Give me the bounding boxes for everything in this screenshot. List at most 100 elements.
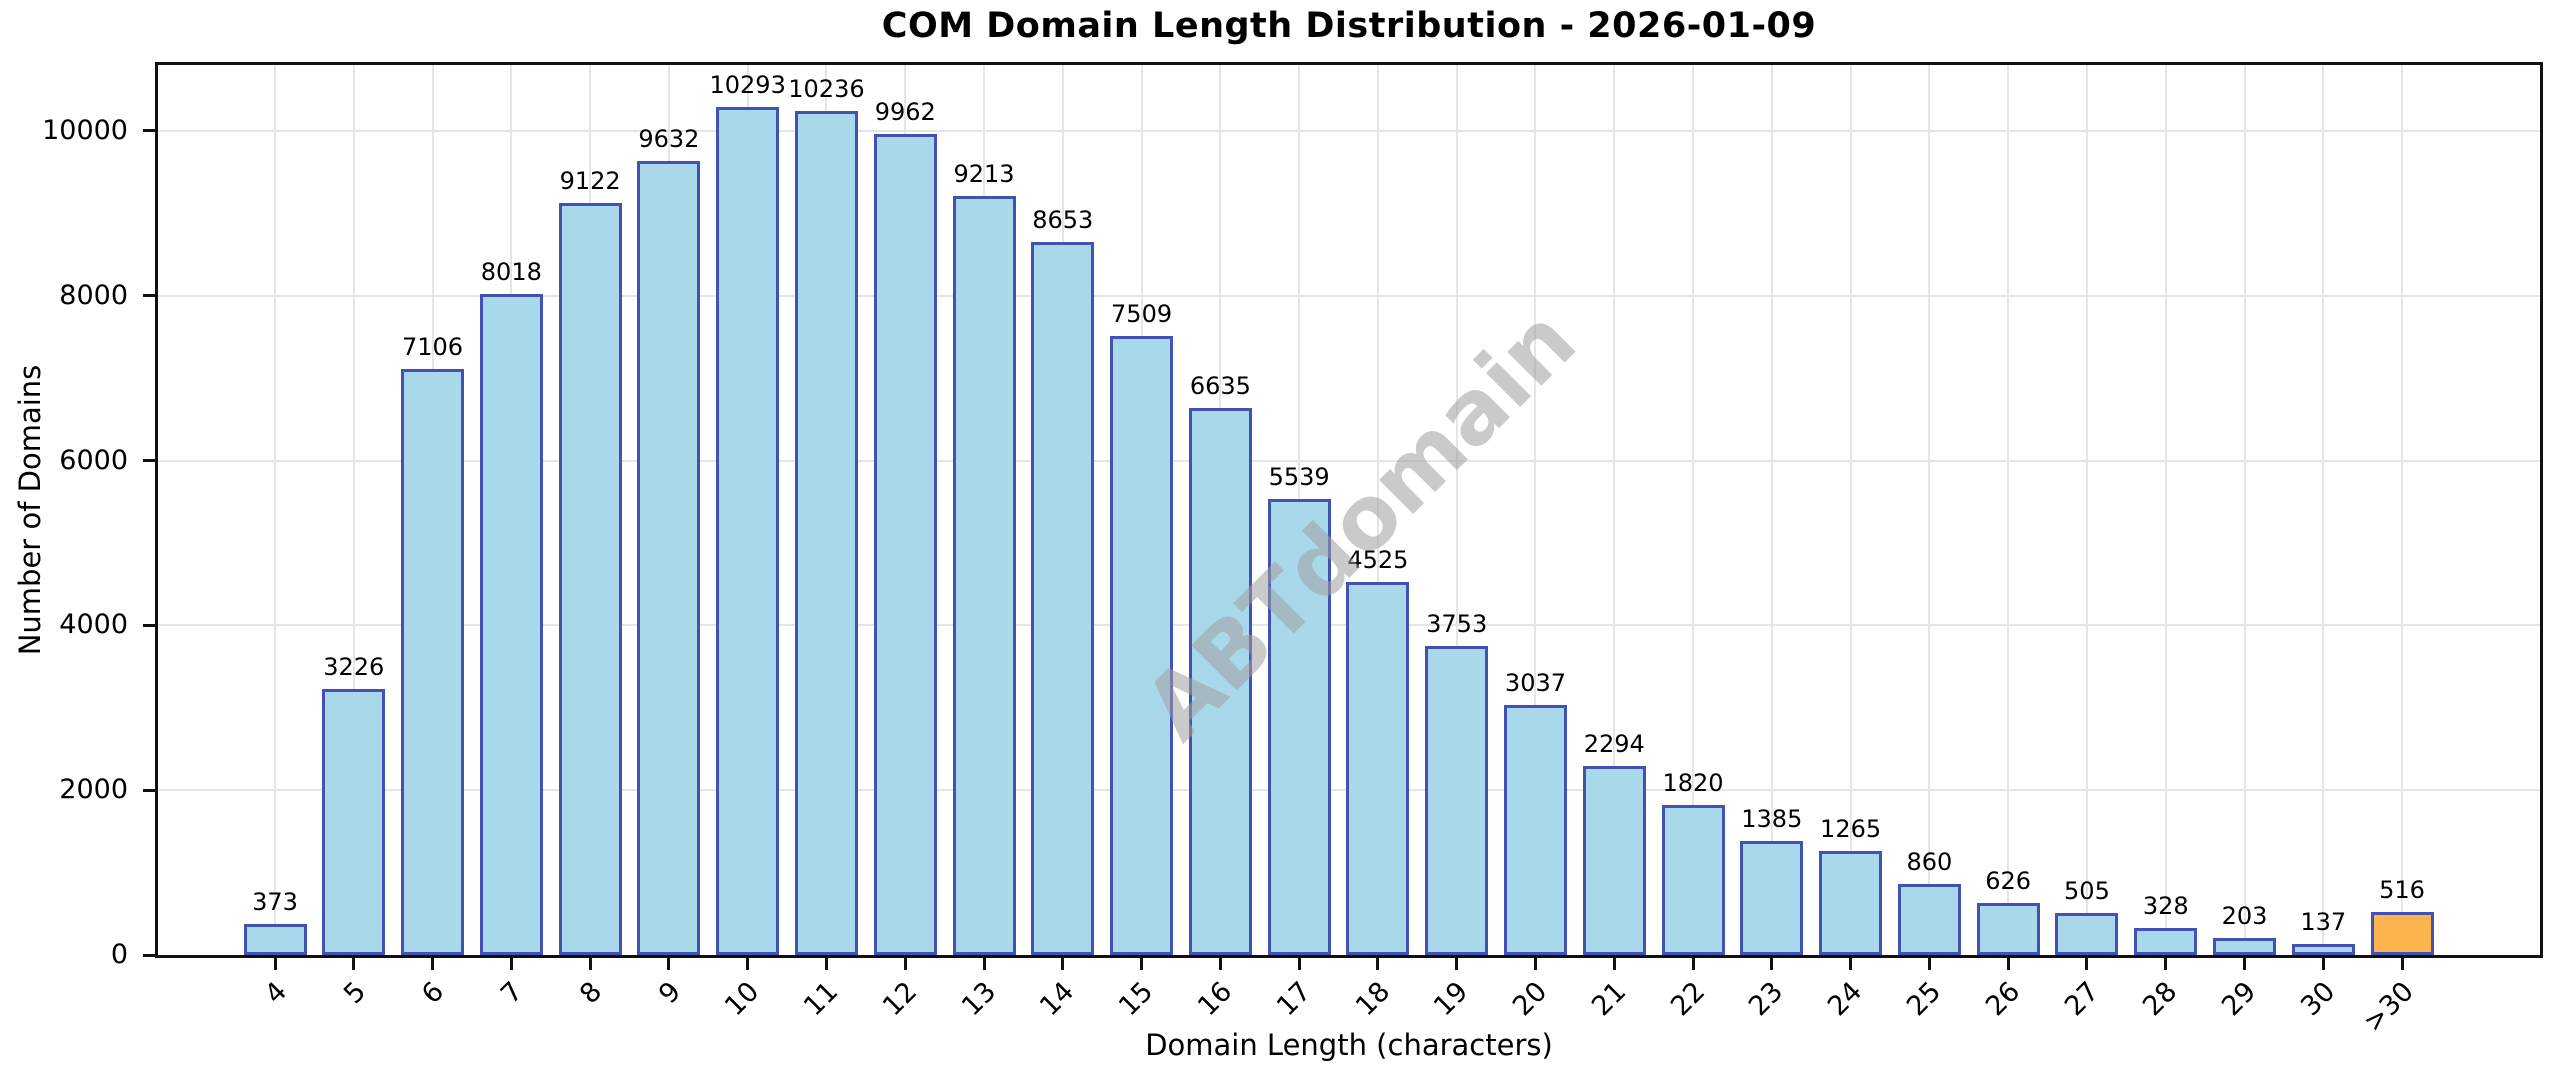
x-tick bbox=[1218, 958, 1222, 970]
bar bbox=[322, 689, 386, 955]
bar-value-label: 10293 bbox=[709, 70, 786, 99]
bar-value-label: 2294 bbox=[1583, 729, 1645, 758]
bar bbox=[637, 161, 701, 955]
bar-value-label: 516 bbox=[2379, 876, 2425, 905]
x-tick-label: 17 bbox=[1270, 976, 1318, 1023]
x-tick-label: 8 bbox=[573, 976, 609, 1011]
bar-value-label: 1265 bbox=[1820, 814, 1882, 843]
x-tick bbox=[431, 958, 435, 970]
bar-value-label: 860 bbox=[1906, 848, 1953, 877]
bar bbox=[2213, 938, 2276, 955]
x-tick bbox=[1455, 958, 1459, 970]
x-tick-label: 28 bbox=[2137, 976, 2184, 1023]
y-tick bbox=[143, 294, 155, 298]
gridline-vertical bbox=[1928, 65, 1931, 955]
bar-value-label: 5539 bbox=[1268, 462, 1330, 491]
bar-value-label: 373 bbox=[252, 888, 298, 917]
bar-value-label: 203 bbox=[2221, 902, 2268, 931]
x-tick-label: 16 bbox=[1192, 976, 1239, 1023]
gridline-vertical bbox=[2401, 65, 2404, 955]
x-tick bbox=[1533, 958, 1537, 970]
y-tick-label: 6000 bbox=[59, 444, 128, 476]
bar bbox=[243, 924, 307, 955]
bar bbox=[1110, 336, 1174, 955]
bar bbox=[1897, 884, 1961, 955]
bar-value-label: 137 bbox=[2300, 907, 2347, 936]
bar-value-label: 6635 bbox=[1189, 372, 1251, 401]
bar-value-label: 1385 bbox=[1741, 804, 1803, 833]
x-tick-label: 21 bbox=[1585, 976, 1633, 1023]
bar bbox=[1346, 582, 1410, 955]
x-tick bbox=[1691, 958, 1695, 970]
x-tick bbox=[1140, 958, 1144, 970]
bar-value-label: 8018 bbox=[480, 258, 542, 287]
bar bbox=[401, 369, 465, 955]
x-tick bbox=[2321, 958, 2325, 970]
gridline-vertical bbox=[274, 65, 276, 955]
gridline-vertical bbox=[2085, 65, 2088, 955]
gridline-horizontal bbox=[158, 129, 2540, 132]
bar bbox=[2370, 912, 2434, 955]
bar bbox=[716, 106, 780, 955]
x-tick bbox=[1061, 958, 1065, 970]
x-tick-label: 15 bbox=[1113, 976, 1160, 1023]
bar bbox=[1425, 645, 1489, 955]
y-tick bbox=[143, 788, 155, 792]
bar-value-label: 3226 bbox=[323, 653, 385, 682]
bar-value-label: 1820 bbox=[1662, 769, 1724, 798]
x-tick-label: 9 bbox=[652, 976, 687, 1011]
x-tick bbox=[1376, 958, 1380, 970]
x-tick bbox=[1297, 958, 1301, 970]
gridline-vertical bbox=[1455, 65, 1458, 955]
y-tick bbox=[143, 129, 155, 133]
x-tick-label: 5 bbox=[337, 976, 372, 1011]
bar bbox=[1661, 805, 1725, 955]
x-tick-label: 27 bbox=[2058, 976, 2105, 1023]
x-tick bbox=[352, 958, 356, 970]
bar-value-label: 8653 bbox=[1032, 205, 1094, 234]
bar-value-label: 3037 bbox=[1504, 668, 1566, 697]
x-tick bbox=[667, 958, 671, 970]
x-tick bbox=[824, 958, 828, 970]
y-tick bbox=[143, 623, 155, 627]
bar bbox=[1976, 903, 2040, 955]
bar bbox=[2055, 913, 2119, 955]
gridline-vertical bbox=[1770, 65, 1773, 955]
gridline-vertical bbox=[2243, 65, 2246, 955]
x-tick-label: 12 bbox=[876, 976, 924, 1023]
x-tick-label: 10 bbox=[719, 976, 766, 1023]
x-tick-label: 13 bbox=[955, 976, 1002, 1023]
plot-area: ABTdomain 0 2000 4000 6000 8000 10000 373 4 3226… bbox=[42, 62, 2543, 1038]
x-tick-label: 26 bbox=[1979, 976, 2027, 1023]
x-tick bbox=[273, 958, 277, 970]
bar bbox=[1582, 765, 1646, 955]
gridline-horizontal bbox=[158, 459, 2540, 462]
gridline-vertical bbox=[1692, 65, 1695, 955]
bar bbox=[1031, 241, 1095, 955]
x-tick-label: 7 bbox=[495, 976, 530, 1011]
bar-value-label: 626 bbox=[1985, 867, 2032, 896]
x-tick-label: 20 bbox=[1507, 976, 1554, 1023]
y-tick-label: 10000 bbox=[42, 114, 128, 146]
bar-value-label: 10236 bbox=[788, 75, 865, 104]
y-tick-label: 2000 bbox=[59, 774, 128, 806]
x-tick bbox=[2006, 958, 2010, 970]
gridline-vertical bbox=[352, 65, 355, 955]
gridline-vertical bbox=[1534, 65, 1537, 955]
bar-value-label: 7509 bbox=[1111, 300, 1173, 329]
bar bbox=[1503, 704, 1567, 955]
gridline-vertical bbox=[1849, 65, 1852, 955]
x-tick bbox=[1770, 958, 1774, 970]
x-tick-label: 22 bbox=[1664, 976, 1711, 1023]
x-tick bbox=[2243, 958, 2246, 970]
x-tick-label: 30 bbox=[2294, 976, 2342, 1023]
bar-value-label: 9213 bbox=[953, 159, 1015, 188]
y-tick-label: 0 bbox=[110, 939, 128, 970]
bar-value-label: 328 bbox=[2142, 891, 2189, 920]
x-tick bbox=[2164, 958, 2168, 970]
chart-title: COM Domain Length Distribution - 2026-01… bbox=[881, 6, 1817, 46]
gridline-vertical bbox=[1613, 65, 1616, 955]
x-tick bbox=[746, 958, 750, 970]
x-tick-label: 11 bbox=[798, 976, 845, 1023]
